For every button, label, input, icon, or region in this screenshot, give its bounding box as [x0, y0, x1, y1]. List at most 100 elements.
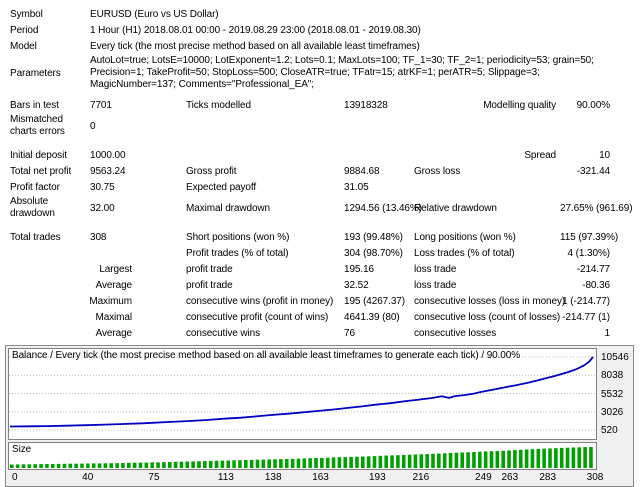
size-bar	[343, 457, 348, 468]
average-consecutive-cell-3: consecutive losses	[414, 327, 497, 339]
size-bar	[179, 461, 184, 468]
x-tick: 138	[264, 472, 282, 483]
balance-chart: Balance / Every tick (the most precise m…	[8, 348, 597, 440]
total-trades-cell-0: Total trades	[10, 231, 61, 243]
row-period: Period 1 Hour (H1) 2018.08.01 00:00 - 201…	[8, 22, 612, 38]
size-bar	[478, 451, 482, 468]
x-tick: 308	[586, 472, 604, 483]
size-bar	[407, 454, 412, 468]
size-bar	[103, 463, 108, 468]
size-bar	[431, 453, 435, 468]
size-bar	[548, 448, 552, 468]
size-chart: Size	[8, 442, 597, 470]
size-bar	[472, 452, 476, 468]
maximum-consecutive-cell-1: consecutive wins (profit in money)	[186, 295, 334, 307]
size-plot	[10, 447, 593, 468]
size-y-axis	[597, 440, 631, 470]
size-bar	[361, 456, 365, 468]
balance-y-tick: 3026	[601, 406, 624, 418]
size-bar	[115, 463, 119, 468]
mismatched-errors-cell-1: 0	[90, 120, 96, 132]
size-bar	[167, 462, 172, 468]
size-bar	[559, 447, 564, 468]
size-bar	[542, 448, 546, 468]
size-bar	[483, 451, 488, 468]
balance-chart-title: Balance / Every tick (the most precise m…	[12, 350, 521, 361]
model-cell-1: Every tick (the most precise method base…	[90, 40, 420, 52]
total-trades-cell-2: Short positions (won %)	[186, 231, 290, 243]
size-bar	[536, 448, 541, 468]
size-bar	[185, 461, 190, 468]
size-bar	[372, 456, 377, 468]
row-gap3	[8, 221, 612, 229]
row-largest: Largest profit trade 195.16 loss trade -214.…	[8, 261, 612, 277]
size-bar	[501, 450, 505, 468]
size-bar	[355, 456, 359, 468]
size-bar	[91, 463, 96, 468]
size-bar	[33, 464, 37, 468]
row-mismatched-errors: Mismatched charts errors 0	[8, 113, 612, 139]
row-profit-trades: Profit trades (% of total) 304 (98.70%) Lo…	[8, 245, 612, 261]
largest-cell-0: Largest	[99, 263, 132, 275]
total-net-profit-cell-2: Gross profit	[186, 165, 237, 177]
total-net-profit-cell-3: 9884.68	[344, 165, 380, 177]
maximum-consecutive-cell-2: 195 (4267.37)	[344, 295, 405, 307]
size-bar	[214, 460, 219, 468]
maximal-consecutive-cell-1: consecutive profit (count of wins)	[186, 311, 329, 323]
size-bar	[127, 462, 131, 468]
size-bar	[448, 453, 453, 468]
profit-factor-cell-2: Expected payoff	[186, 181, 257, 193]
size-bar	[138, 462, 143, 468]
period-cell-1: 1 Hour (H1) 2018.08.01 00:00 - 2019.08.2…	[90, 24, 421, 36]
size-bar	[378, 455, 383, 468]
row-average-consecutive: Average consecutive wins 76 consecutive los…	[8, 325, 612, 341]
size-bar	[191, 461, 195, 468]
size-bar	[109, 463, 114, 468]
total-net-profit-cell-4: Gross loss	[414, 165, 461, 177]
average-consecutive-cell-1: consecutive wins	[186, 327, 260, 339]
x-axis-labels: 0 40 75 113 138 163 193 216 249 263 283 308	[8, 471, 631, 484]
average-trade-cell-3: loss trade	[414, 279, 457, 291]
size-bar	[401, 454, 406, 468]
size-bar	[203, 461, 207, 468]
balance-y-tick: 520	[601, 425, 618, 436]
absolute-drawdown-cell-1: 32.00	[90, 202, 115, 214]
bars-in-test-cell-2: Ticks modelled	[186, 99, 251, 111]
bars-in-test-cell-5: 90.00%	[576, 99, 610, 111]
balance-line	[9, 356, 594, 428]
size-bar	[442, 453, 447, 468]
profit-factor-cell-0: Profit factor	[10, 181, 60, 193]
x-tick: 163	[312, 472, 329, 483]
size-bar	[45, 464, 49, 468]
size-bar	[62, 463, 67, 468]
period-cell-0: Period	[10, 24, 39, 36]
size-bar	[226, 460, 231, 468]
size-bar	[173, 461, 178, 468]
parameters-cell-0: Parameters	[10, 67, 61, 79]
size-bar	[232, 460, 236, 468]
average-trade-cell-2: 32.52	[344, 279, 369, 291]
size-bar	[150, 462, 154, 468]
size-bar	[390, 455, 394, 468]
size-bar	[296, 458, 301, 468]
size-bar	[284, 459, 289, 468]
size-bar	[589, 447, 593, 468]
total-trades-cell-3: 193 (99.48%)	[344, 231, 403, 243]
size-bar	[273, 459, 277, 468]
size-bar	[454, 452, 459, 468]
row-parameters: Parameters AutoLot=true; LotsE=10000; Lot…	[8, 54, 612, 92]
size-bar	[320, 457, 324, 468]
size-bar	[244, 460, 248, 468]
size-bar	[15, 464, 20, 468]
size-bar	[577, 447, 582, 468]
report-table: Symbol EURUSD (Euro vs US Dollar) Period 1 …	[8, 8, 633, 341]
row-total-trades: Total trades 308 Short positions (won %) 19…	[8, 229, 618, 245]
symbol-cell-1: EURUSD (Euro vs US Dollar)	[90, 8, 219, 20]
absolute-drawdown-cell-0: Absolute drawdown	[10, 196, 55, 219]
balance-y-axis: 10546 8038 5532 3026 520	[597, 348, 631, 440]
average-consecutive-cell-4: 1	[604, 327, 611, 339]
row-average-trade: Average profit trade 32.52 loss trade -80.36	[8, 277, 612, 293]
size-bar	[314, 458, 318, 468]
initial-deposit-cell-5: 10	[599, 149, 610, 161]
